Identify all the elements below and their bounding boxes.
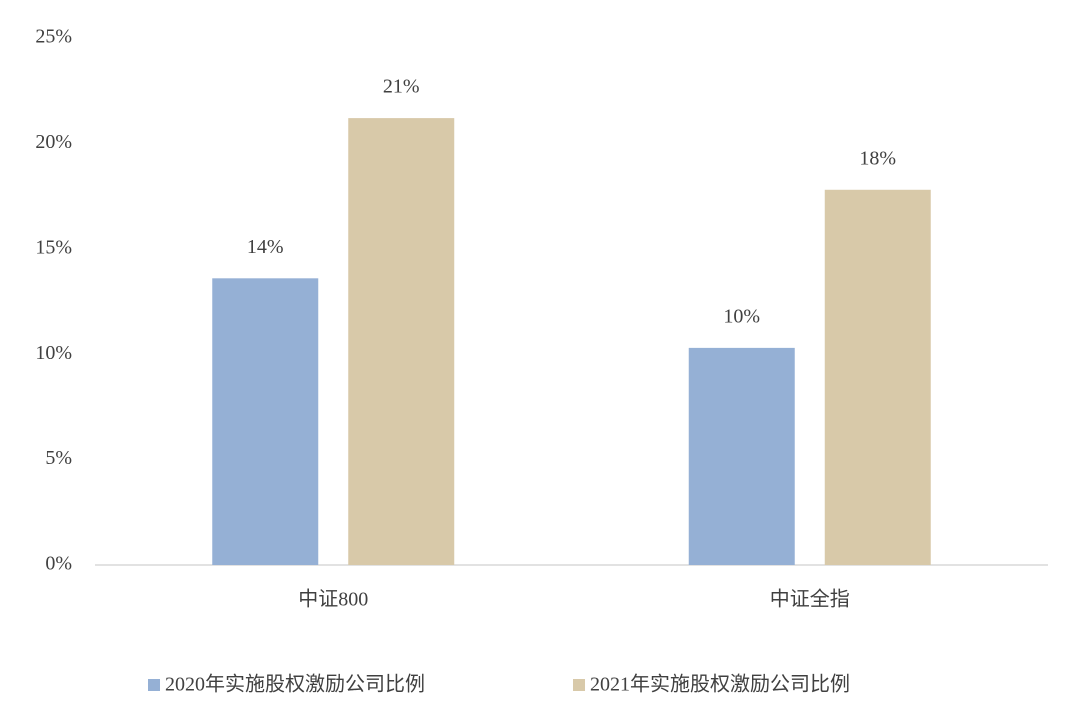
value-label: 18%: [859, 147, 896, 169]
legend-marker: [573, 679, 585, 691]
y-tick-label: 15%: [35, 236, 72, 258]
bar: [824, 189, 931, 565]
y-tick-label: 0%: [45, 553, 72, 575]
y-tick-label: 25%: [35, 26, 72, 48]
bar: [348, 118, 455, 565]
bar: [212, 278, 319, 565]
legend-label: 2020年实施股权激励公司比例: [165, 673, 425, 696]
value-label: 10%: [723, 305, 760, 327]
x-tick-label: 中证800: [298, 588, 368, 611]
legend-label: 2021年实施股权激励公司比例: [590, 673, 850, 696]
legend-marker: [148, 679, 160, 691]
y-tick-label: 20%: [35, 131, 72, 153]
value-label: 14%: [247, 236, 284, 258]
y-tick-label: 10%: [35, 342, 72, 364]
value-label: 21%: [383, 76, 420, 98]
x-tick-label: 中证全指: [770, 588, 850, 611]
y-tick-label: 5%: [45, 447, 72, 469]
bar: [688, 347, 795, 565]
